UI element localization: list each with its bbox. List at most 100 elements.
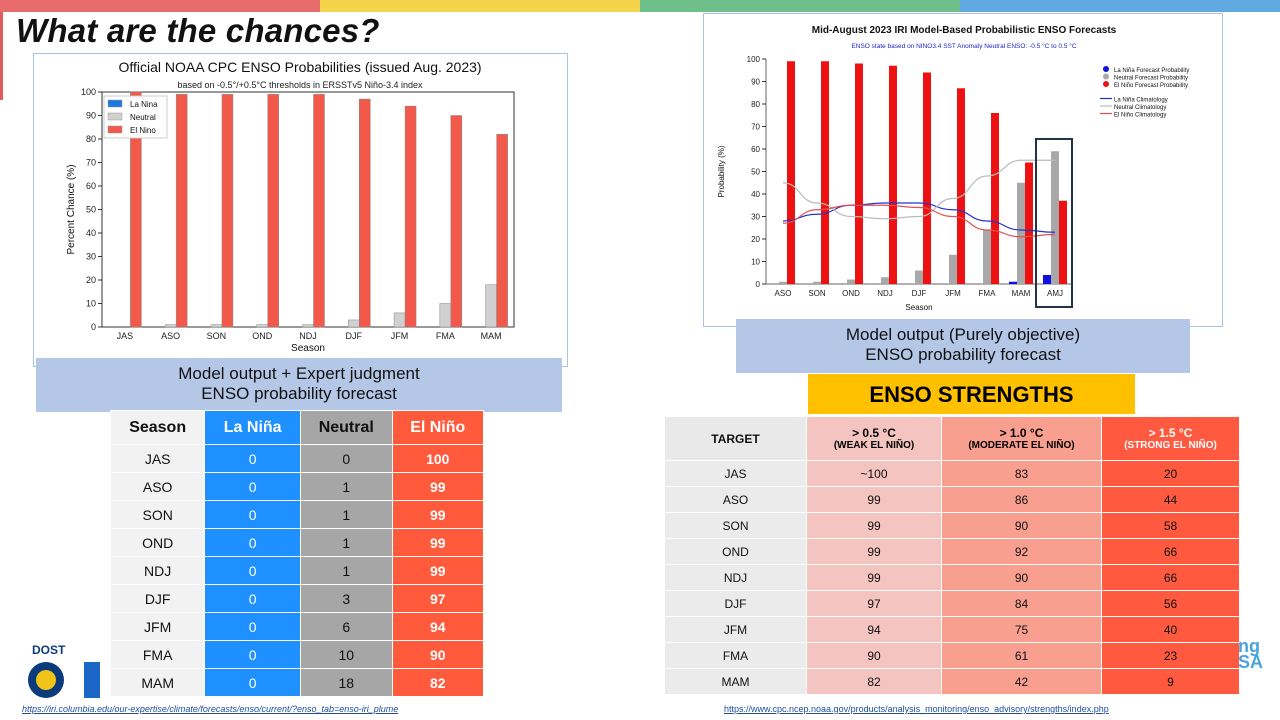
strong-cell: 44 bbox=[1101, 486, 1240, 513]
moderate-cell: 86 bbox=[941, 486, 1102, 513]
bar-el-ni-o-forecast-probability bbox=[889, 65, 897, 284]
strong-cell: 58 bbox=[1101, 512, 1240, 539]
header-threshold: > 1.5 °C bbox=[1148, 426, 1193, 440]
target-cell: JFM bbox=[664, 616, 807, 643]
legend-swatch bbox=[1103, 81, 1109, 87]
table-row: JAS 0 0 100 bbox=[109, 444, 484, 473]
header-target-label: TARGET bbox=[711, 431, 760, 446]
legend-entry: El Niño Forecast Probability bbox=[1114, 83, 1188, 89]
x-tick-label: JFM bbox=[945, 289, 961, 298]
iri-source-link[interactable]: https://iri.columbia.edu/our-expertise/c… bbox=[22, 704, 399, 714]
x-tick-label: FMA bbox=[979, 289, 997, 298]
table-row: JAS ~100 83 20 bbox=[664, 460, 1240, 487]
strong-cell: 66 bbox=[1101, 538, 1240, 565]
climatology-line bbox=[782, 202, 1056, 233]
table-header-row: Season La Niña Neutral El Niño bbox=[109, 410, 484, 445]
y-tick-label: 50 bbox=[751, 168, 760, 177]
y-tick-label: 90 bbox=[751, 78, 760, 87]
chart-subtitle: based on -0.5°/+0.5°C thresholds in ERSS… bbox=[177, 80, 423, 90]
el-nino-cell: 82 bbox=[391, 668, 484, 697]
table-row: JFM 94 75 40 bbox=[664, 616, 1240, 643]
la-nina-cell: 0 bbox=[204, 584, 302, 613]
y-tick-label: 10 bbox=[751, 258, 760, 267]
y-tick-label: 100 bbox=[747, 55, 761, 64]
legend-entry: Neutral Forecast Probability bbox=[1114, 76, 1188, 82]
bar-neutral-forecast-probability bbox=[915, 270, 923, 284]
x-tick-label: AMJ bbox=[1047, 289, 1063, 298]
moderate-cell: 42 bbox=[941, 668, 1102, 695]
chart-title: Official NOAA CPC ENSO Probabilities (is… bbox=[118, 59, 481, 75]
header-category: (STRONG EL NIÑO) bbox=[1124, 440, 1217, 451]
strong-cell: 23 bbox=[1101, 642, 1240, 669]
target-cell: MAM bbox=[664, 668, 807, 695]
bar-neutral bbox=[393, 312, 406, 328]
x-tick-label: SON bbox=[207, 331, 227, 341]
y-tick-label: 80 bbox=[86, 134, 96, 144]
caption-line: Model output + Expert judgment bbox=[178, 364, 420, 383]
legend-entry: La Niña Forecast Probability bbox=[1114, 68, 1189, 74]
caption-line: ENSO probability forecast bbox=[201, 384, 397, 403]
y-axis-label: Percent Chance (%) bbox=[66, 164, 77, 254]
weak-cell: ~100 bbox=[806, 460, 942, 487]
weak-cell: 99 bbox=[806, 512, 942, 539]
neutral-cell: 6 bbox=[300, 612, 393, 641]
left-accent-line bbox=[0, 12, 3, 100]
y-tick-label: 50 bbox=[86, 205, 96, 215]
bar-neutral bbox=[302, 324, 314, 328]
moderate-cell: 90 bbox=[941, 512, 1102, 539]
legend-swatch bbox=[1103, 73, 1109, 80]
el-nino-cell: 99 bbox=[391, 500, 484, 529]
y-tick-label: 30 bbox=[86, 252, 96, 262]
top-bar-segment bbox=[320, 0, 640, 12]
bar-el-nino bbox=[313, 94, 325, 328]
legend-entry: La Niña Climatology bbox=[1114, 98, 1168, 104]
cpc-source-link[interactable]: https://www.cpc.ncep.noaa.gov/products/a… bbox=[724, 704, 1109, 714]
el-nino-cell: 99 bbox=[391, 556, 484, 585]
bar-neutral bbox=[439, 303, 452, 328]
enso-strengths-title: ENSO STRENGTHS bbox=[808, 374, 1135, 414]
table-row: SON 99 90 58 bbox=[664, 512, 1240, 539]
y-tick-label: 20 bbox=[86, 275, 96, 285]
top-bar-segment bbox=[0, 0, 320, 12]
x-tick-label: OND bbox=[842, 289, 860, 298]
target-cell: SON bbox=[664, 512, 807, 539]
header-weak: > 0.5 °C (WEAK EL NIÑO) bbox=[806, 416, 942, 461]
caption-line: ENSO probability forecast bbox=[865, 345, 1061, 364]
x-tick-label: DJF bbox=[912, 289, 927, 298]
bar-el-nino bbox=[450, 115, 463, 328]
season-cell: NDJ bbox=[109, 556, 206, 585]
la-nina-cell: 0 bbox=[204, 472, 302, 501]
season-cell: SON bbox=[109, 500, 206, 529]
table-row: JFM 0 6 94 bbox=[109, 612, 484, 641]
table-row: SON 0 1 99 bbox=[109, 500, 484, 529]
el-nino-cell: 100 bbox=[391, 444, 484, 473]
table-row: MAM 0 18 82 bbox=[109, 668, 484, 697]
bar-neutral bbox=[348, 319, 360, 328]
bar-el-nino bbox=[267, 94, 279, 328]
bar-el-ni-o-forecast-probability bbox=[923, 72, 931, 284]
iri-chart-frame: Mid-August 2023 IRI Model-Based Probabil… bbox=[703, 13, 1223, 327]
climatology-line bbox=[782, 159, 1055, 220]
y-tick-label: 0 bbox=[91, 322, 96, 332]
moderate-cell: 90 bbox=[941, 564, 1102, 591]
top-color-bar bbox=[0, 0, 1280, 12]
x-tick-label: ASO bbox=[775, 289, 792, 298]
noaa-chart-frame: Official NOAA CPC ENSO Probabilities (is… bbox=[33, 53, 568, 367]
x-tick-label: OND bbox=[252, 331, 273, 341]
x-tick-label: JAS bbox=[117, 331, 134, 341]
chart-subtitle: ENSO state based on NINO3.4 SST Anomaly … bbox=[851, 42, 1076, 50]
y-tick-label: 30 bbox=[751, 213, 760, 222]
x-tick-label: SON bbox=[808, 289, 826, 298]
bar-neutral-forecast-probability bbox=[813, 281, 821, 284]
y-axis-label: Probability (%) bbox=[717, 145, 726, 197]
neutral-cell: 1 bbox=[300, 556, 393, 585]
bar-neutral-forecast-probability bbox=[779, 281, 787, 284]
bar-neutral-forecast-probability bbox=[983, 230, 991, 284]
season-cell: OND bbox=[109, 528, 206, 557]
x-tick-label: DJF bbox=[346, 331, 363, 341]
table-row: NDJ 0 1 99 bbox=[109, 556, 484, 585]
legend-entry: Neutral Climatology bbox=[1114, 105, 1166, 111]
season-cell: JAS bbox=[109, 444, 206, 473]
bar-neutral bbox=[256, 324, 268, 328]
y-tick-label: 60 bbox=[86, 181, 96, 191]
